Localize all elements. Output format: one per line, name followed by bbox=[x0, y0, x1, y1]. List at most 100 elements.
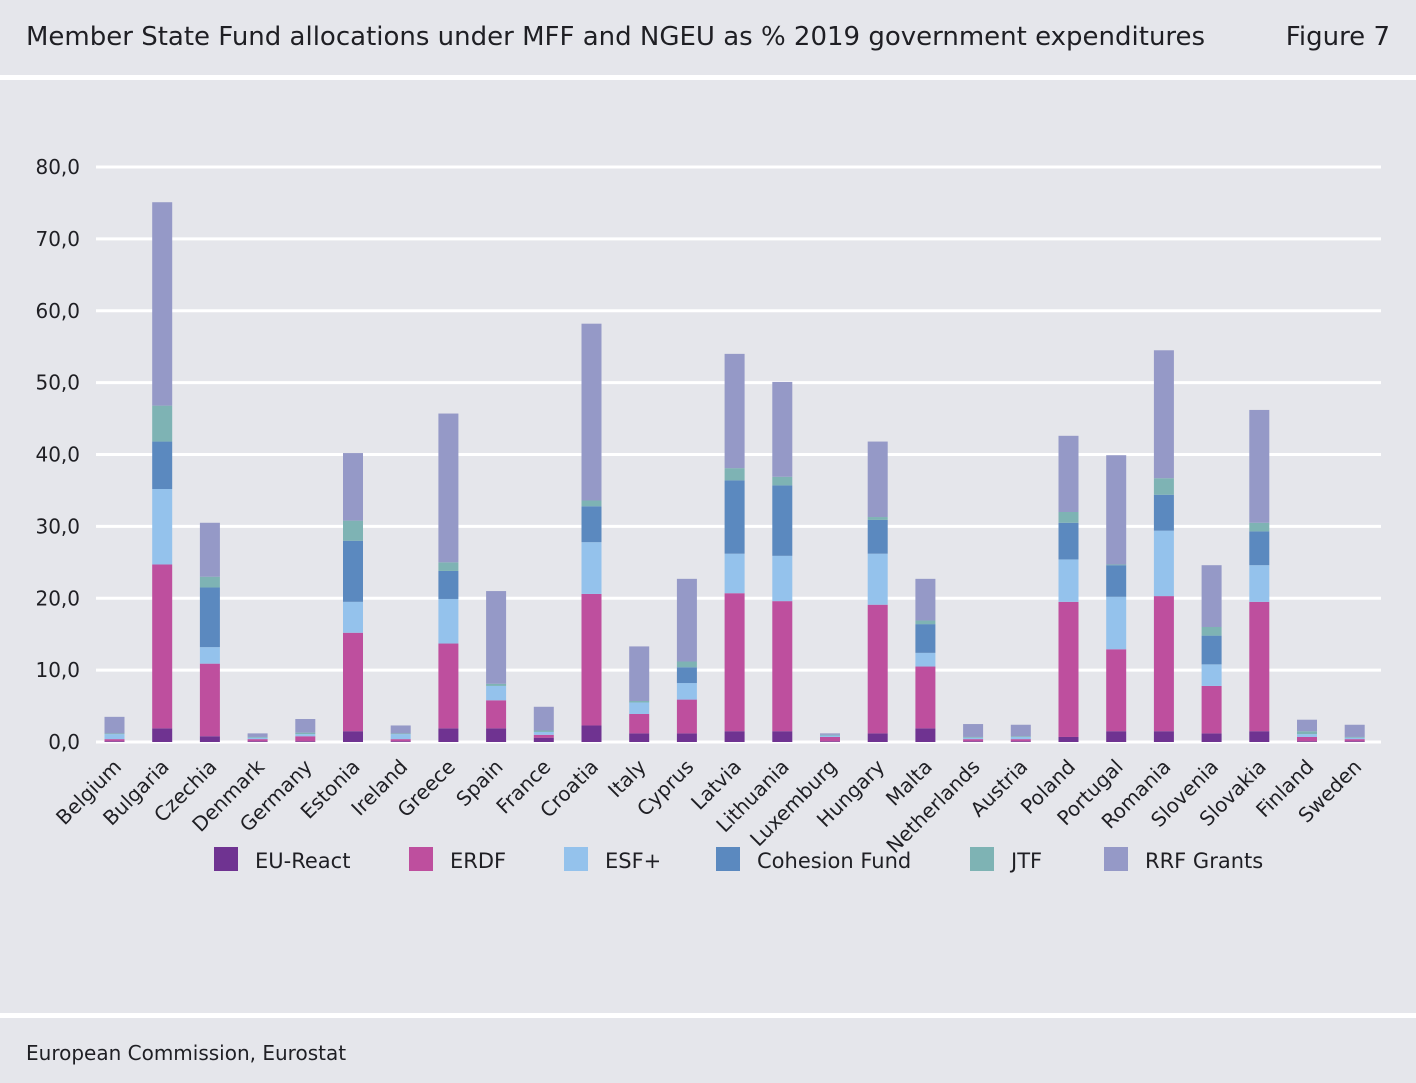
bar-segment-jtf bbox=[772, 476, 793, 486]
bar-stack-austria bbox=[1010, 724, 1031, 742]
bar-segment-eu-react bbox=[724, 731, 745, 742]
bar-segment-eu-react bbox=[1201, 733, 1222, 742]
bar-segment-erdf bbox=[820, 736, 840, 742]
legend-swatch bbox=[970, 847, 994, 871]
bar-stack-sweden bbox=[1344, 724, 1365, 742]
bar-segment-rrf-grants bbox=[1297, 719, 1317, 732]
legend-swatch bbox=[214, 847, 238, 871]
bar-segment-rrf-grants bbox=[867, 441, 888, 518]
bar-segment-esf- bbox=[1201, 664, 1222, 686]
bar-segment-esf- bbox=[295, 734, 316, 737]
bar-segment-eu-react bbox=[247, 741, 268, 742]
bar-segment-eu-react bbox=[1058, 736, 1079, 742]
bar-segment-cohesion-fund bbox=[343, 540, 363, 602]
bar-segment-jtf bbox=[104, 733, 125, 735]
bar-segment-jtf bbox=[1058, 512, 1079, 523]
bar-stack-poland bbox=[1058, 435, 1079, 742]
footer-divider bbox=[0, 1013, 1416, 1018]
bar-segment-jtf bbox=[152, 405, 173, 442]
bar-segment-eu-react bbox=[1249, 731, 1270, 742]
bar-segment-rrf-grants bbox=[1344, 724, 1365, 737]
legend-label: ESF+ bbox=[605, 849, 661, 873]
bar-segment-eu-react bbox=[581, 725, 602, 742]
stacked-bar-chart: 0,0 10,0 20,0 30,0 40,0 50,0 60,0 70,0 80,0 Belg… bbox=[35, 155, 1381, 873]
bar-segment-rrf-grants bbox=[533, 706, 554, 731]
bar-segment-jtf bbox=[199, 576, 220, 588]
bar-stacks bbox=[104, 202, 1365, 742]
bar-segment-erdf bbox=[1297, 736, 1317, 742]
bar-segment-jtf bbox=[724, 468, 745, 481]
bar-segment-eu-react bbox=[199, 736, 220, 742]
bar-segment-erdf bbox=[1153, 596, 1174, 732]
y-tick-label: 0,0 bbox=[48, 730, 80, 754]
y-tick-label: 30,0 bbox=[35, 514, 80, 538]
bar-segment-jtf bbox=[820, 734, 840, 736]
bar-segment-cohesion-fund bbox=[152, 441, 173, 489]
bar-segment-eu-react bbox=[820, 741, 840, 742]
bar-segment-eu-react bbox=[486, 728, 507, 742]
bar-stack-ireland bbox=[390, 725, 411, 742]
bar-stack-italy bbox=[629, 646, 650, 742]
bar-segment-cohesion-fund bbox=[724, 480, 745, 554]
legend-item: ESF+ bbox=[564, 847, 661, 873]
bar-segment-erdf bbox=[1344, 739, 1365, 742]
source-note: European Commission, Eurostat bbox=[26, 1041, 347, 1065]
bar-segment-rrf-grants bbox=[1058, 435, 1079, 512]
bar-segment-jtf bbox=[581, 500, 602, 507]
bar-segment-eu-react bbox=[1010, 741, 1031, 742]
bar-segment-cohesion-fund bbox=[1201, 635, 1222, 665]
bar-segment-erdf bbox=[581, 593, 602, 726]
bar-segment-rrf-grants bbox=[1201, 565, 1222, 627]
bar-stack-netherlands bbox=[963, 724, 984, 742]
bar-stack-latvia bbox=[724, 353, 745, 742]
legend: EU-React ERDF ESF+ Cohesion Fund JTF RRF Gran… bbox=[214, 847, 1263, 873]
bar-segment-erdf bbox=[199, 663, 220, 737]
bar-stack-france bbox=[533, 706, 554, 742]
bar-stack-bulgaria bbox=[152, 202, 173, 742]
bar-segment-esf- bbox=[1344, 737, 1365, 740]
bar-segment-rrf-grants bbox=[963, 724, 984, 737]
bar-stack-malta bbox=[915, 578, 936, 742]
header-divider bbox=[0, 75, 1416, 80]
bar-stack-spain bbox=[486, 591, 507, 742]
bar-segment-eu-react bbox=[533, 737, 554, 742]
bar-segment-esf- bbox=[1297, 734, 1317, 737]
bar-segment-esf- bbox=[724, 553, 745, 594]
bar-segment-erdf bbox=[1058, 601, 1079, 737]
y-axis-tick-labels: 0,0 10,0 20,0 30,0 40,0 50,0 60,0 70,0 80,0 bbox=[35, 155, 80, 754]
bar-segment-rrf-grants bbox=[724, 353, 745, 469]
bar-segment-erdf bbox=[772, 601, 793, 732]
bar-stack-portugal bbox=[1106, 455, 1127, 742]
bar-stack-denmark bbox=[247, 733, 268, 742]
bar-segment-erdf bbox=[343, 632, 363, 732]
bar-segment-eu-react bbox=[343, 731, 363, 742]
bar-segment-esf- bbox=[963, 737, 984, 740]
legend-swatch bbox=[716, 847, 740, 871]
bar-segment-eu-react bbox=[152, 728, 173, 742]
bar-segment-rrf-grants bbox=[295, 719, 316, 733]
y-tick-label: 60,0 bbox=[35, 299, 80, 323]
bar-segment-jtf bbox=[1249, 522, 1270, 532]
legend-item: RRF Grants bbox=[1104, 847, 1263, 873]
bar-segment-erdf bbox=[1106, 649, 1127, 732]
bar-segment-erdf bbox=[438, 643, 459, 729]
bar-segment-esf- bbox=[820, 735, 840, 737]
bar-segment-eu-react bbox=[867, 733, 888, 742]
bar-segment-jtf bbox=[1106, 564, 1127, 566]
bar-stack-luxemburg bbox=[820, 733, 840, 742]
bar-segment-cohesion-fund bbox=[867, 519, 888, 554]
bar-segment-rrf-grants bbox=[581, 323, 602, 501]
bar-segment-erdf bbox=[724, 593, 745, 732]
legend-item: ERDF bbox=[409, 847, 506, 873]
bar-segment-jtf bbox=[963, 736, 984, 738]
bar-stack-croatia bbox=[581, 323, 602, 742]
bar-segment-esf- bbox=[104, 734, 125, 740]
bar-segment-erdf bbox=[963, 739, 984, 742]
bar-segment-cohesion-fund bbox=[1058, 522, 1079, 560]
bar-segment-jtf bbox=[1201, 627, 1222, 636]
bar-segment-jtf bbox=[533, 730, 554, 732]
legend-label: RRF Grants bbox=[1145, 849, 1263, 873]
bar-segment-esf- bbox=[1010, 736, 1031, 740]
bar-segment-esf- bbox=[772, 555, 793, 602]
bar-segment-eu-react bbox=[676, 733, 697, 742]
